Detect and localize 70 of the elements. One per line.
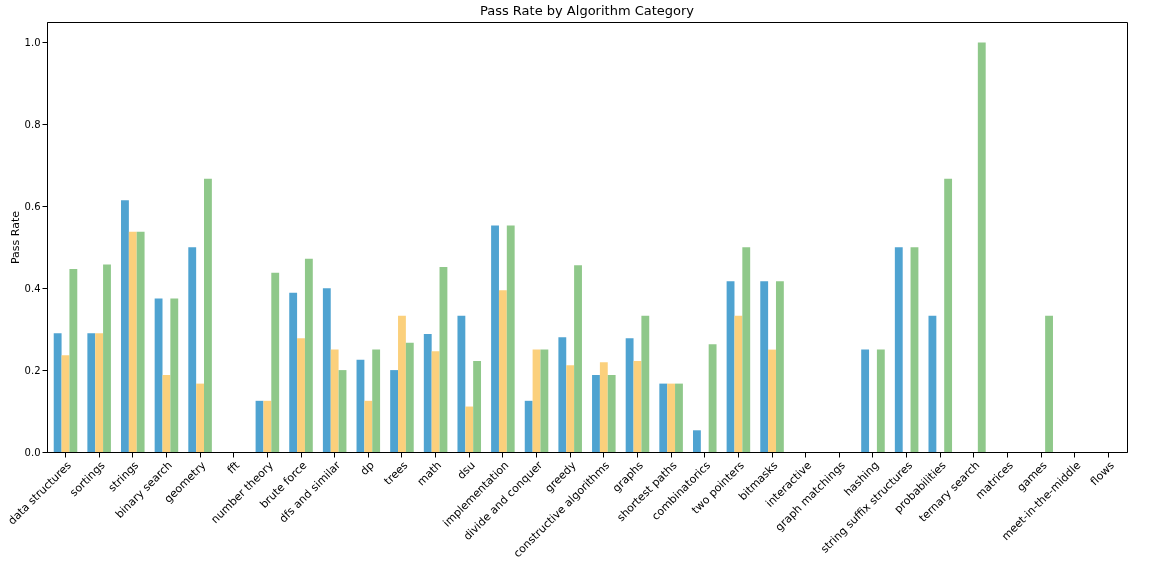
bar [405,342,414,452]
bar [524,400,533,452]
bar [742,247,751,452]
bar [304,258,313,452]
bar [364,400,373,452]
bar [136,231,145,452]
bar [263,400,272,452]
bar [592,375,600,452]
bar [372,349,381,452]
bar [297,338,305,452]
y-axis-title: Pass Rate [8,210,22,265]
bar [566,365,575,452]
bar [775,281,784,452]
bar [196,383,205,452]
bar [928,315,937,452]
bar [498,290,507,452]
bar [95,333,104,452]
bar [734,315,743,452]
bar [768,349,776,452]
bar [574,265,582,452]
bar [330,349,339,452]
bar [204,178,212,452]
bar [894,247,903,452]
bar [861,349,870,452]
bar [977,42,986,452]
x-tick-label: dp [357,458,377,478]
chart-title: Pass Rate by Algorithm Category [479,3,695,18]
y-tick-label: 1.0 [24,36,41,48]
bar [667,383,676,452]
bar [473,361,482,452]
bar [271,272,280,452]
bar [154,298,163,452]
bar [103,264,111,452]
bar [659,383,668,452]
bar [760,281,769,452]
bar [692,430,701,452]
bar [431,351,440,452]
bar [170,298,179,452]
bar [506,225,515,452]
bar [607,375,616,452]
bar [322,288,331,452]
bar [540,349,549,452]
bar [398,315,406,452]
bar [876,349,885,452]
bar [944,178,953,452]
bar [641,315,650,452]
bar [457,315,466,452]
bar [465,406,474,452]
bar [121,200,129,452]
bar [390,370,399,452]
bar [289,292,298,452]
y-tick-label: 0.0 [24,446,41,458]
bar [599,362,608,452]
bar [558,337,567,452]
bar [1045,315,1053,452]
y-tick-label: 0.4 [24,282,41,294]
y-tick-label: 0.8 [24,118,41,130]
bar [69,268,78,452]
x-tick-label: fft [224,458,243,477]
bar [128,231,137,452]
bar [53,333,62,452]
bar [188,247,197,452]
bar [87,333,96,452]
bar [675,383,683,452]
y-tick-label: 0.2 [24,364,41,376]
y-tick-label: 0.6 [24,200,41,212]
bar [708,344,717,452]
bar [625,338,634,452]
bar [423,334,432,452]
bar [491,225,499,452]
